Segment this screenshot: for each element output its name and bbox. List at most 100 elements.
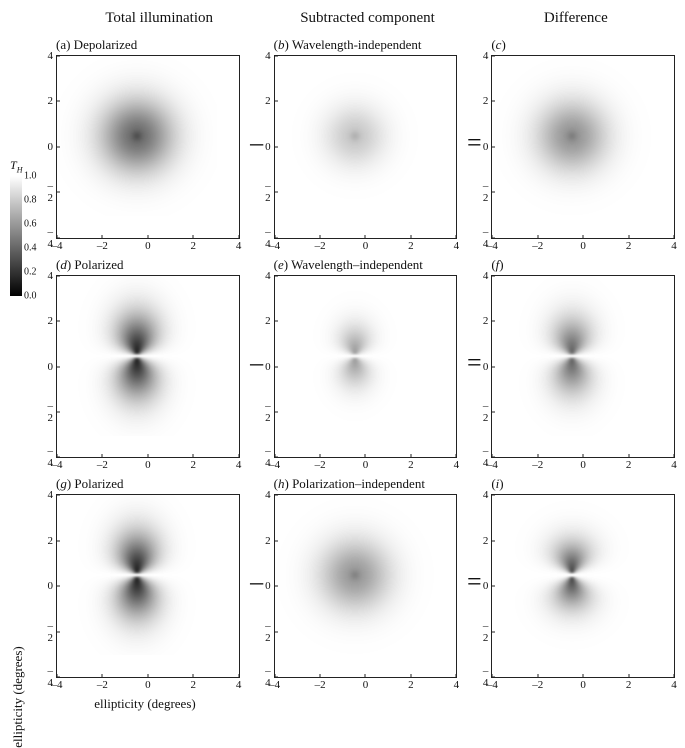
tickmark (274, 146, 278, 147)
panel-c: (c) –4–4–2–2002244 (491, 37, 675, 239)
plot-canvas-b (275, 56, 435, 216)
tickmark (628, 235, 629, 239)
tickmark (56, 321, 60, 322)
ytick: 0 (483, 141, 489, 153)
tickmark (56, 411, 60, 412)
xtick: 0 (145, 679, 151, 691)
xtick: 4 (236, 459, 242, 471)
tickmark (491, 146, 495, 147)
colorbar-tick: 1.0 (24, 171, 37, 182)
ytick: 4 (265, 270, 271, 282)
colorbar: TH0.00.20.40.60.81.0 (10, 158, 46, 296)
tickmark (56, 366, 60, 367)
xtick: –2 (315, 679, 326, 691)
ytick: 4 (265, 489, 271, 501)
ytick: –2 (483, 620, 489, 644)
panel-h: (h) Polarization–independent–4–4–2–20022… (274, 476, 458, 678)
panel-a: (a) Depolarized–4–4–2–2002244 (56, 37, 240, 239)
xtick: 0 (145, 459, 151, 471)
tickmark (56, 540, 60, 541)
xtick: 0 (580, 679, 586, 691)
tickmark (491, 677, 495, 678)
tickmark (274, 101, 278, 102)
tickmark (537, 235, 538, 239)
tickmark (274, 495, 278, 496)
tickmark (628, 674, 629, 678)
plot-canvas-e (275, 276, 435, 436)
tickmark (320, 674, 321, 678)
xtick: 4 (671, 240, 677, 252)
tickmark (56, 631, 60, 632)
colorbar-tick: 0.2 (24, 267, 37, 278)
ytick: 2 (483, 95, 489, 107)
colorbar-gradient (10, 176, 22, 296)
plot-canvas-d (57, 276, 217, 436)
tickmark (491, 540, 495, 541)
ytick: –2 (483, 180, 489, 204)
ytick: 2 (48, 535, 54, 547)
ytick: 0 (48, 361, 54, 373)
ytick: 4 (48, 50, 54, 62)
tickmark (456, 235, 457, 239)
plot-b: –4–4–2–2002244 (274, 55, 458, 239)
tickmark (147, 235, 148, 239)
col-header-2: Subtracted component (268, 10, 466, 29)
ytick: 2 (483, 535, 489, 547)
ytick: 2 (48, 95, 54, 107)
row-0: TH0.00.20.40.60.81.0(a) Depolarized–4–4–… (10, 37, 675, 239)
xtick: 2 (408, 240, 414, 252)
ytick: –2 (265, 180, 271, 204)
xtick: 0 (363, 459, 369, 471)
column-headers: Total illumination Subtracted component … (10, 10, 675, 29)
tickmark (583, 674, 584, 678)
xtick: 2 (626, 679, 632, 691)
tickmark (320, 235, 321, 239)
plot-c: –4–4–2–2002244 (491, 55, 675, 239)
tickmark (274, 631, 278, 632)
xtick: –2 (97, 240, 108, 252)
colorbar-tick: 0.4 (24, 243, 37, 254)
ytick: –2 (483, 400, 489, 424)
ytick: –4 (483, 665, 489, 689)
panel-label-f: (f) (491, 257, 675, 273)
xtick: 4 (454, 459, 460, 471)
xtick: 2 (626, 240, 632, 252)
ytick: 2 (265, 535, 271, 547)
ytick: 0 (483, 361, 489, 373)
xtick: 4 (454, 679, 460, 691)
panel-label-b: (b) Wavelength-independent (274, 37, 458, 53)
xtick: 0 (363, 679, 369, 691)
xtick: 2 (190, 459, 196, 471)
ytick: 0 (265, 141, 271, 153)
panel-label-c: (c) (491, 37, 675, 53)
plot-canvas-a (57, 56, 217, 216)
plot-f: –4–4–2–2002244 (491, 275, 675, 459)
tickmark (147, 674, 148, 678)
xtick: 4 (236, 679, 242, 691)
tickmark (56, 495, 60, 496)
ytick: 2 (265, 95, 271, 107)
tickmark (56, 56, 60, 57)
tickmark (410, 674, 411, 678)
plot-a: –4–4–2–2002244 (56, 55, 240, 239)
ytick: 0 (48, 580, 54, 592)
tickmark (238, 235, 239, 239)
tickmark (491, 495, 495, 496)
plot-g: –4–4–2–2002244 (56, 494, 240, 678)
xtick: 4 (236, 240, 242, 252)
xtick: 2 (626, 459, 632, 471)
ytick: –2 (48, 180, 54, 204)
row-2: ellipticity (degrees)(g) Polarized–4–4–2… (10, 476, 675, 678)
xtick: –2 (97, 459, 108, 471)
col-header-3: Difference (477, 10, 675, 29)
panel-label-i: (i) (491, 476, 675, 492)
ytick: –4 (265, 445, 271, 469)
tickmark (274, 321, 278, 322)
row-1: (d) Polarized–4–4–2–2002244–(e) Waveleng… (10, 257, 675, 459)
tickmark (238, 674, 239, 678)
tickmark (102, 454, 103, 458)
tickmark (491, 321, 495, 322)
panel-e: (e) Wavelength–independent–4–4–2–2002244 (274, 257, 458, 459)
ytick: –2 (48, 620, 54, 644)
plot-canvas-f (492, 276, 652, 436)
